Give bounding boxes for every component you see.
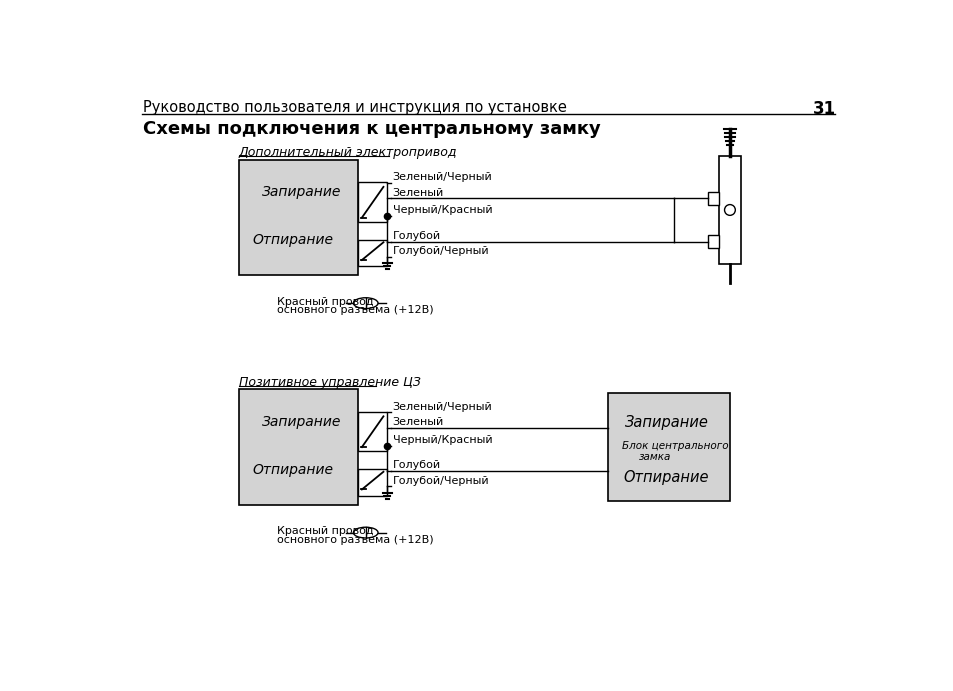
Text: Голубой: Голубой <box>393 231 440 240</box>
Bar <box>708 236 719 247</box>
Text: Зеленый/Черный: Зеленый/Черный <box>393 401 492 412</box>
Text: Голубой/Черный: Голубой/Черный <box>393 246 489 256</box>
Text: основного разъема (+12В): основного разъема (+12В) <box>277 305 434 316</box>
Text: Отпирание: Отпирание <box>253 233 334 247</box>
Text: Запирание: Запирание <box>261 415 341 429</box>
Text: Отпирание: Отпирание <box>623 471 708 485</box>
Text: Зеленый: Зеленый <box>393 188 443 198</box>
Text: Зеленый: Зеленый <box>393 417 443 427</box>
Bar <box>238 390 357 505</box>
Text: Черный/Красный: Черный/Красный <box>393 435 492 445</box>
Text: Запирание: Запирание <box>261 185 341 199</box>
Text: Голубой: Голубой <box>393 460 440 471</box>
Text: Позитивное управление ЦЗ: Позитивное управление ЦЗ <box>238 375 420 388</box>
Text: Черный/Красный: Черный/Красный <box>393 205 492 216</box>
Text: основного разъема (+12В): основного разъема (+12В) <box>277 535 434 545</box>
Text: Зеленый/Черный: Зеленый/Черный <box>393 172 492 182</box>
Bar <box>357 240 387 266</box>
Text: Голубой/Черный: Голубой/Черный <box>393 475 489 486</box>
Bar <box>719 156 740 264</box>
Text: Запирание: Запирание <box>624 415 708 430</box>
Ellipse shape <box>353 527 377 538</box>
Ellipse shape <box>353 298 377 308</box>
Text: Схемы подключения к центральному замку: Схемы подключения к центральному замку <box>143 120 600 138</box>
Text: замка: замка <box>639 452 671 462</box>
Bar <box>357 182 387 222</box>
Bar <box>708 192 719 205</box>
Text: Отпирание: Отпирание <box>253 462 334 477</box>
Bar <box>357 412 387 451</box>
Bar <box>357 469 387 495</box>
Text: Дополнительный электропривод: Дополнительный электропривод <box>238 146 456 159</box>
Text: Красный провод: Красный провод <box>277 297 374 307</box>
Text: Блок центрального: Блок центрального <box>621 441 728 451</box>
Text: 31: 31 <box>812 100 836 118</box>
Bar <box>238 160 357 276</box>
Text: Красный провод: Красный провод <box>277 527 374 536</box>
Bar <box>608 393 729 501</box>
Text: Руководство пользователя и инструкция по установке: Руководство пользователя и инструкция по… <box>143 100 566 115</box>
